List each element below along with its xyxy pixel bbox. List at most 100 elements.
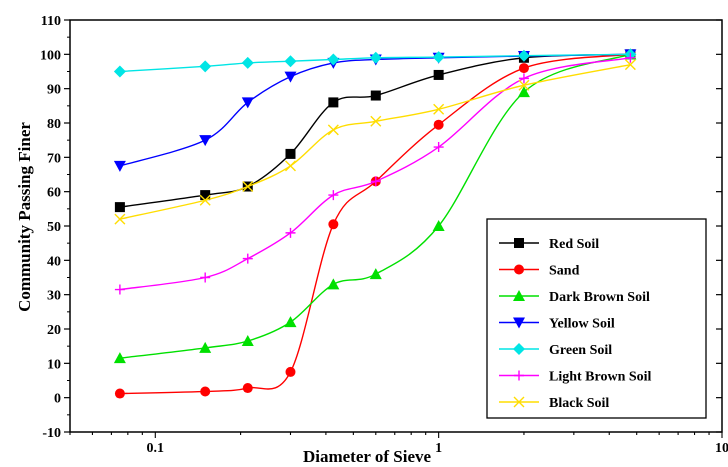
legend-label: Black Soil	[549, 396, 609, 411]
data-point	[284, 71, 297, 83]
data-point	[241, 335, 254, 347]
data-point	[284, 316, 297, 328]
data-point	[199, 135, 212, 147]
data-point	[369, 51, 382, 64]
legend-marker	[513, 290, 525, 301]
legend-item-black-soil: Black Soil	[499, 396, 609, 411]
series-line	[119, 57, 631, 291]
legend: Red Soil Sand Dark Brown Soil Yellow Soil Gr…	[486, 218, 707, 419]
data-point	[285, 366, 296, 377]
x-tick-label: 1	[435, 441, 442, 456]
legend-item-yellow-soil: Yellow Soil	[499, 317, 615, 332]
y-tick-label: 10	[47, 357, 61, 372]
data-point	[518, 63, 529, 74]
legend-marker	[513, 343, 525, 355]
data-point	[370, 176, 381, 187]
legend-label: Green Soil	[549, 343, 612, 358]
legend-marker	[513, 396, 525, 408]
data-point	[113, 160, 126, 172]
data-point	[113, 65, 126, 78]
y-tick-label: 20	[47, 323, 61, 338]
data-point	[199, 341, 212, 353]
data-point	[242, 253, 253, 264]
y-tick-label: -10	[42, 426, 61, 441]
y-tick-label: 0	[54, 392, 61, 407]
legend-item-light-brown-soil: Light Brown Soil	[499, 370, 652, 385]
y-tick-label: 100	[40, 48, 61, 63]
legend-marker	[514, 370, 524, 381]
data-point	[432, 220, 445, 231]
data-point	[200, 272, 211, 283]
data-point	[285, 148, 296, 159]
data-point	[433, 103, 445, 115]
data-point	[369, 268, 382, 280]
series-black-soil	[114, 59, 636, 225]
data-point	[328, 97, 339, 108]
series-layer	[113, 48, 637, 399]
data-point	[625, 52, 636, 63]
legend-marker	[514, 264, 524, 275]
data-point	[113, 352, 126, 364]
data-point	[328, 219, 339, 230]
y-tick-label: 60	[47, 186, 61, 201]
x-axis-title: Diameter of Sieve	[303, 447, 432, 466]
y-axis-title: Community Passing Finer	[15, 122, 34, 312]
data-point	[328, 190, 339, 201]
y-tick-label: 90	[47, 83, 61, 98]
data-point	[327, 124, 339, 136]
y-tick-label: 50	[47, 220, 61, 235]
series-light-brown-soil	[114, 52, 636, 295]
data-point	[518, 79, 530, 91]
legend-marker	[514, 238, 524, 248]
y-tick-label: 30	[47, 289, 61, 304]
data-point	[284, 55, 297, 68]
series-dark-brown-soil	[113, 48, 637, 364]
legend-label: Sand	[549, 264, 580, 279]
data-point	[114, 202, 125, 213]
data-point	[284, 160, 296, 172]
data-point	[517, 49, 530, 62]
data-point	[518, 73, 529, 84]
data-point	[433, 69, 444, 80]
series-red-soil	[114, 49, 636, 213]
data-point	[114, 213, 126, 225]
legend-label: Dark Brown Soil	[549, 290, 650, 305]
legend-item-dark-brown-soil: Dark Brown Soil	[499, 290, 650, 305]
data-point	[241, 97, 254, 109]
data-point	[114, 388, 125, 399]
y-tick-label: 40	[47, 254, 61, 269]
data-point	[114, 284, 125, 295]
x-axis: 0.1 1 10	[69, 432, 728, 456]
legend-item-sand: Sand	[499, 264, 580, 279]
y-axis: -10 0 10 20 30 40 50 60 70 80 90 100 110	[40, 14, 722, 441]
series-line	[119, 53, 631, 359]
series-sand	[114, 49, 636, 399]
data-point	[370, 115, 382, 127]
data-point	[370, 90, 381, 101]
data-point	[242, 181, 254, 193]
legend-item-green-soil: Green Soil	[499, 343, 612, 358]
y-tick-label: 70	[47, 151, 61, 166]
y-tick-label: 110	[41, 14, 61, 29]
x-tick-label: 0.1	[147, 441, 165, 456]
x-tick-label: 10	[715, 441, 728, 456]
data-point	[433, 142, 444, 153]
data-point	[285, 227, 296, 238]
data-point	[242, 383, 253, 394]
data-point	[517, 86, 530, 98]
legend-item-red-soil: Red Soil	[499, 237, 599, 252]
data-point	[200, 190, 211, 201]
data-point	[200, 386, 211, 397]
data-point	[199, 194, 211, 206]
legend-label: Red Soil	[549, 237, 599, 252]
data-point	[624, 59, 636, 71]
series-green-soil	[113, 48, 637, 78]
data-point	[433, 119, 444, 130]
legend-label: Light Brown Soil	[549, 370, 652, 385]
data-point	[327, 278, 340, 290]
legend-label: Yellow Soil	[549, 317, 615, 332]
y-tick-label: 80	[47, 117, 61, 132]
series-line	[119, 63, 631, 220]
data-point	[327, 53, 340, 66]
